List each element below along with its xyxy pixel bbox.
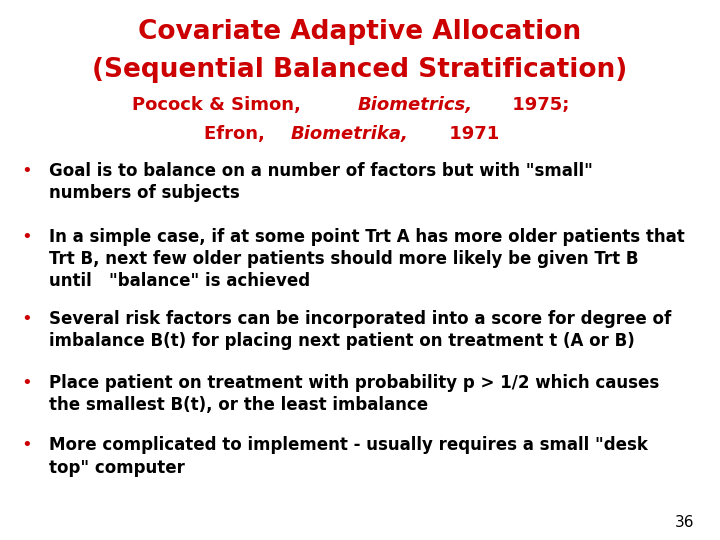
Text: Biometrics,: Biometrics, xyxy=(358,96,473,114)
Text: 36: 36 xyxy=(675,515,695,530)
Text: 1971: 1971 xyxy=(443,125,499,143)
Text: •: • xyxy=(22,228,32,246)
Text: Covariate Adaptive Allocation: Covariate Adaptive Allocation xyxy=(138,19,582,45)
Text: More complicated to implement - usually requires a small "desk
top" computer: More complicated to implement - usually … xyxy=(49,436,648,476)
Text: •: • xyxy=(22,436,32,454)
Text: Efron,: Efron, xyxy=(204,125,271,143)
Text: Place patient on treatment with probability p > 1/2 which causes
the smallest B(: Place patient on treatment with probabil… xyxy=(49,374,660,414)
Text: Several risk factors can be incorporated into a score for degree of
imbalance B(: Several risk factors can be incorporated… xyxy=(49,310,671,350)
Text: •: • xyxy=(22,374,32,391)
Text: Goal is to balance on a number of factors but with "small"
numbers of subjects: Goal is to balance on a number of factor… xyxy=(49,162,593,202)
Text: •: • xyxy=(22,162,32,180)
Text: In a simple case, if at some point Trt A has more older patients that
Trt B, nex: In a simple case, if at some point Trt A… xyxy=(49,228,685,291)
Text: (Sequential Balanced Stratification): (Sequential Balanced Stratification) xyxy=(92,57,628,83)
Text: 1975;: 1975; xyxy=(506,96,570,114)
Text: Biometrika,: Biometrika, xyxy=(291,125,409,143)
Text: Pocock & Simon,: Pocock & Simon, xyxy=(132,96,307,114)
Text: •: • xyxy=(22,310,32,328)
